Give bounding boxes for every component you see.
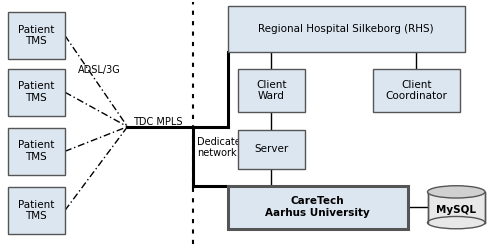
Ellipse shape <box>428 186 485 198</box>
FancyBboxPatch shape <box>8 69 65 116</box>
Ellipse shape <box>428 216 485 229</box>
FancyBboxPatch shape <box>228 186 408 229</box>
Text: MySQL: MySQL <box>436 205 476 215</box>
Text: ADSL/3G: ADSL/3G <box>78 65 120 75</box>
FancyBboxPatch shape <box>238 130 305 169</box>
Text: Patient
TMS: Patient TMS <box>18 81 55 103</box>
Text: Server: Server <box>254 144 288 154</box>
Text: Client
Ward: Client Ward <box>256 80 286 101</box>
FancyBboxPatch shape <box>372 69 460 112</box>
Text: Patient
TMS: Patient TMS <box>18 200 55 221</box>
Text: Dedicated
network: Dedicated network <box>198 137 248 158</box>
Text: Patient
TMS: Patient TMS <box>18 25 55 46</box>
FancyBboxPatch shape <box>8 187 65 234</box>
FancyBboxPatch shape <box>238 69 305 112</box>
FancyBboxPatch shape <box>8 128 65 175</box>
FancyBboxPatch shape <box>228 6 465 52</box>
Text: Client
Coordinator: Client Coordinator <box>386 80 447 101</box>
FancyBboxPatch shape <box>8 12 65 59</box>
FancyBboxPatch shape <box>428 192 485 223</box>
Text: Patient
TMS: Patient TMS <box>18 140 55 162</box>
Text: Regional Hospital Silkeborg (RHS): Regional Hospital Silkeborg (RHS) <box>258 24 434 34</box>
Text: TDC MPLS: TDC MPLS <box>134 117 183 127</box>
Text: CareTech
Aarhus University: CareTech Aarhus University <box>265 197 370 218</box>
